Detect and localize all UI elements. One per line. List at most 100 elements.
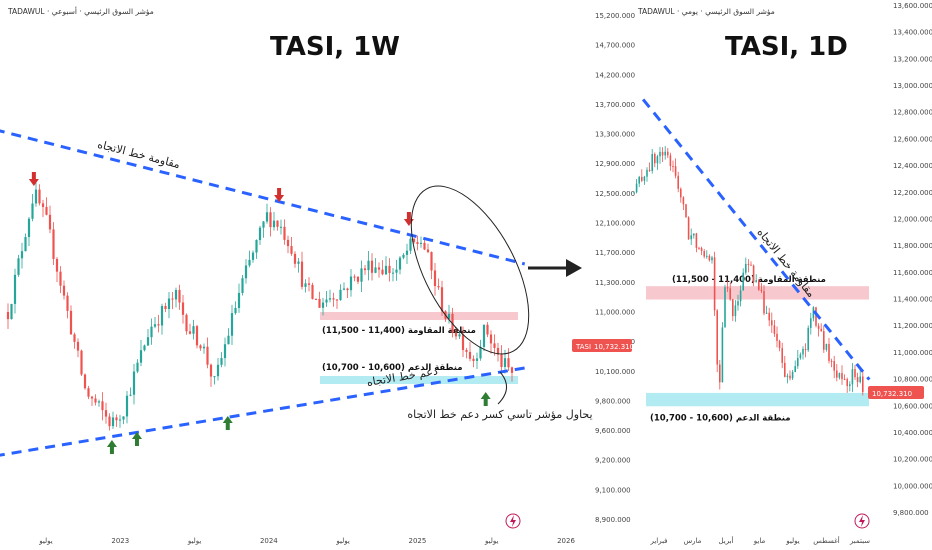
candle-body: [24, 237, 27, 252]
candle-body: [157, 324, 160, 326]
candle-body: [381, 269, 384, 275]
candle-body: [118, 419, 122, 421]
candle-body: [227, 335, 230, 345]
candle-body: [188, 331, 192, 334]
candle-body: [820, 328, 822, 332]
candle-body: [841, 373, 843, 380]
candle-body: [76, 341, 80, 351]
candle-body: [750, 264, 752, 266]
weekly-price-badge: TASI 10,732.310: [572, 339, 634, 352]
candle-body: [346, 288, 349, 291]
candle-body: [680, 188, 682, 198]
down-marker-icon: [31, 172, 36, 179]
candle-body: [661, 151, 664, 156]
y-tick-label: 9,600.000: [595, 427, 631, 435]
lightning-icon[interactable]: [505, 513, 521, 529]
candle-body: [97, 401, 101, 403]
candle-body: [164, 305, 167, 309]
daily-price-badge-bg: [868, 386, 924, 399]
candle-body: [672, 166, 674, 168]
candle-body: [388, 265, 391, 274]
candle-body: [695, 233, 698, 248]
candle-body: [272, 220, 276, 228]
candle-body: [804, 348, 807, 351]
candle-body: [363, 268, 367, 271]
candle-body: [360, 268, 363, 282]
candle-body: [136, 362, 139, 372]
candle-body: [94, 398, 97, 403]
candle-body: [41, 203, 45, 207]
candle-body: [507, 358, 510, 368]
candle-body: [185, 314, 188, 332]
candle-body: [700, 248, 703, 252]
candle-body: [489, 334, 493, 344]
candle-body: [633, 192, 635, 194]
candle-body: [139, 350, 143, 363]
y-tick-label: 9,800.000: [893, 509, 929, 517]
candle-body: [862, 376, 864, 393]
candle-body: [781, 348, 783, 363]
candle-body: [760, 289, 763, 292]
candle-body: [836, 370, 838, 378]
down-marker-icon: [28, 179, 39, 186]
annotation-pointer: [497, 371, 507, 405]
daily-candles: [633, 146, 864, 396]
trendline-label: مقاومة خط الاتجاه: [96, 138, 181, 171]
weekly-title: TASI, 1W: [270, 32, 400, 62]
candle-body: [45, 206, 48, 215]
candle-body: [409, 238, 412, 251]
candle-body: [713, 257, 716, 311]
x-tick-label: مايو: [753, 537, 766, 545]
trendline: [641, 98, 871, 381]
candle-body: [178, 289, 181, 303]
candle-body: [486, 324, 489, 335]
candle-body: [659, 151, 661, 157]
down-marker-icon: [277, 188, 282, 195]
candle-body: [108, 416, 111, 427]
weekly-highlight-ellipse: [410, 185, 530, 355]
candle-body: [216, 364, 220, 377]
candle-body: [367, 260, 370, 271]
resistance-zone-label: منطقة المقاومة (11,400 - 11,500): [672, 275, 826, 285]
candle-body: [854, 369, 856, 378]
daily-title: TASI, 1D: [725, 32, 848, 62]
candle-body: [87, 388, 90, 397]
candle-body: [654, 153, 656, 164]
candle-body: [771, 320, 773, 326]
y-tick-label: 14,700.000: [595, 42, 635, 50]
weekly-chart: TADAWUL · مؤشر السوق الرئيسي · أسبوعي TA…: [0, 6, 635, 545]
up-marker-icon: [109, 447, 114, 454]
candle-body: [737, 301, 739, 306]
candle-body: [293, 253, 297, 264]
candle-body: [73, 334, 76, 342]
candle-body: [402, 254, 405, 258]
candle-body: [230, 313, 234, 336]
candle-body: [859, 376, 861, 383]
candle-body: [510, 367, 514, 373]
candle-body: [765, 312, 768, 314]
lightning-icon[interactable]: [854, 513, 870, 529]
candle-body: [475, 358, 479, 361]
candle-body: [356, 276, 360, 282]
weekly-price-value: 10,732.310: [594, 343, 634, 351]
candle-body: [643, 176, 646, 181]
y-tick-label: 12,100.000: [595, 220, 635, 228]
candle-body: [500, 354, 503, 367]
candle-body: [768, 312, 770, 321]
candle-body: [199, 345, 202, 349]
y-tick-label: 12,900.000: [595, 160, 635, 168]
candle-body: [195, 326, 199, 346]
candle-body: [786, 375, 789, 377]
candle-body: [755, 280, 757, 283]
candle-body: [685, 204, 687, 218]
candle-body: [664, 151, 666, 156]
weekly-candles: [6, 179, 514, 431]
x-tick-label: 2023: [111, 537, 129, 545]
up-marker-icon: [106, 440, 117, 447]
x-tick-label: 2024: [260, 537, 278, 545]
candle-body: [153, 324, 157, 327]
candle-body: [784, 362, 786, 377]
candle-body: [465, 349, 468, 352]
candle-body: [374, 267, 377, 273]
